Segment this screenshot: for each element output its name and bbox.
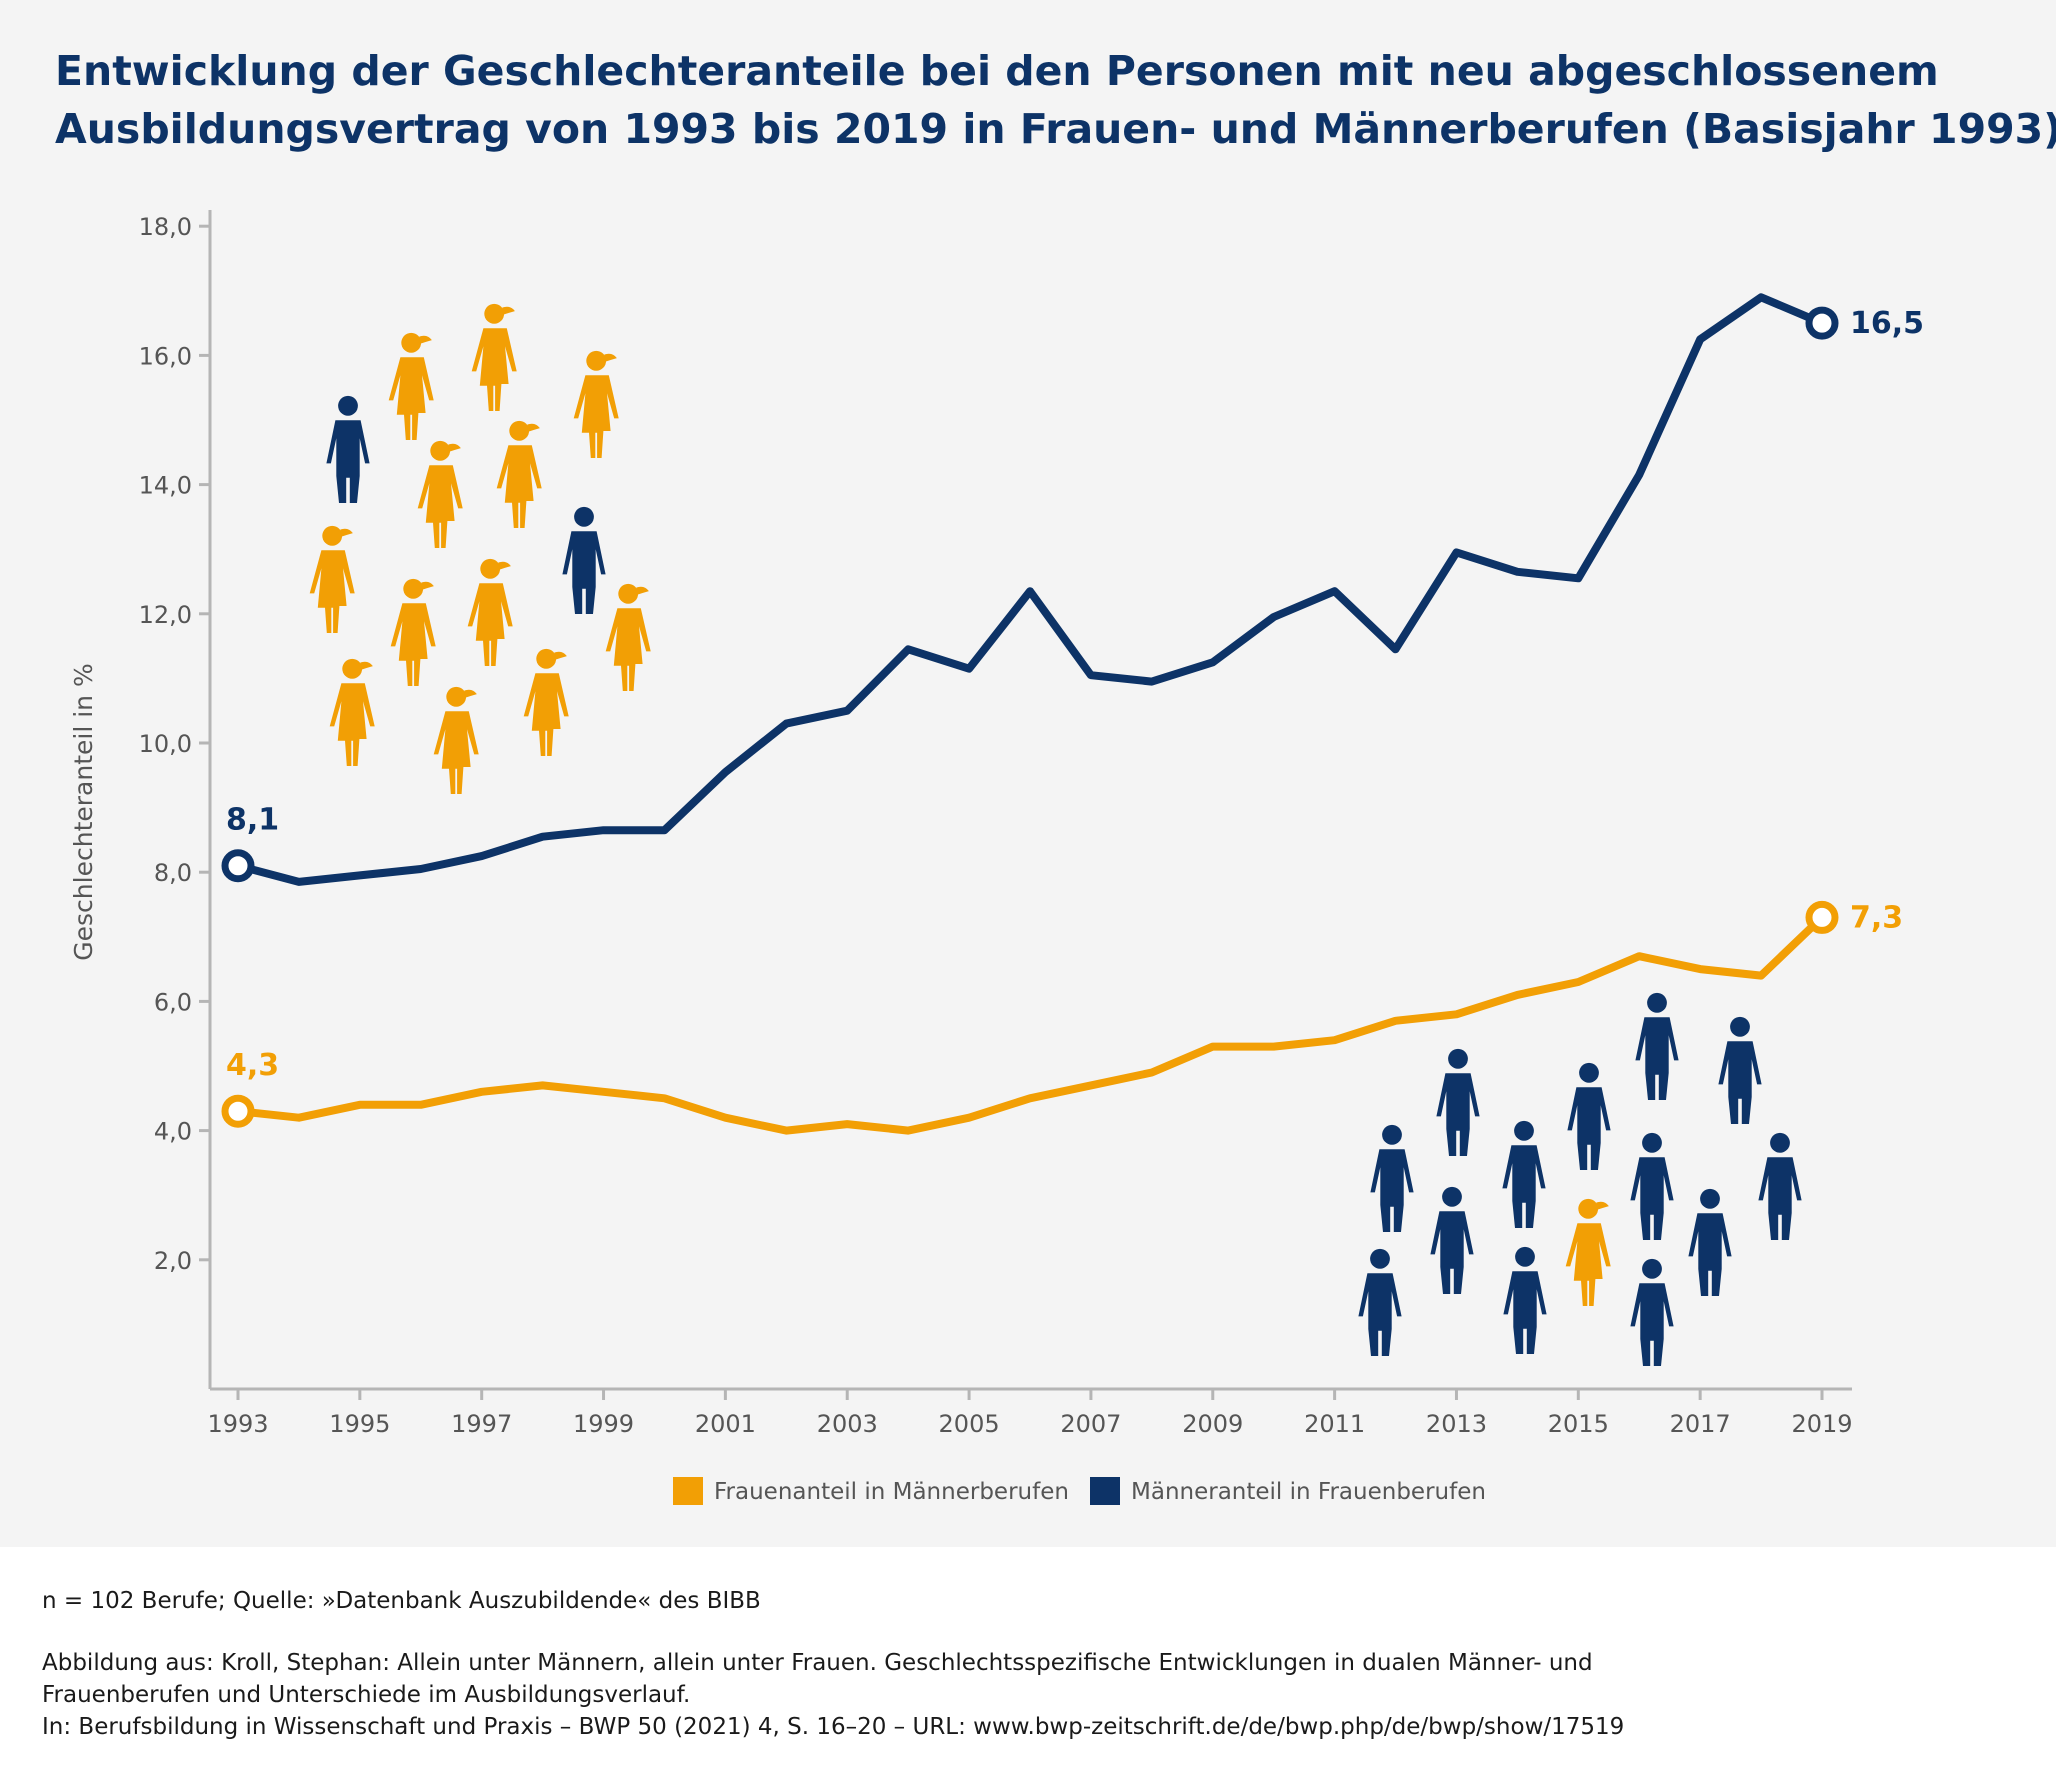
woman-figure-icon xyxy=(390,578,436,686)
x-tick-label: 2003 xyxy=(817,1410,878,1438)
x-tick-label: 1995 xyxy=(329,1410,390,1438)
man-figure-icon xyxy=(1758,1132,1802,1240)
man-figure-icon xyxy=(1567,1062,1611,1170)
y-tick-label: 4,0 xyxy=(154,1118,192,1146)
end-point-frauenanteil xyxy=(1805,900,1839,934)
woman-figure-icon xyxy=(573,350,619,458)
x-tick-label: 2017 xyxy=(1670,1410,1731,1438)
woman-figure-icon xyxy=(417,440,463,548)
man-figure-icon xyxy=(1630,1132,1674,1240)
x-tick-label: 2013 xyxy=(1426,1410,1487,1438)
x-tick-label: 2011 xyxy=(1304,1410,1365,1438)
man-figure-icon xyxy=(562,506,606,614)
x-tick-label: 1997 xyxy=(451,1410,512,1438)
woman-figure-icon xyxy=(496,420,542,528)
y-axis: 2,0 4,0 6,0 8,0 10,0 12,0 14,0 16,0 18,0 xyxy=(139,210,212,1389)
start-point-frauenanteil xyxy=(221,1094,255,1128)
series-group xyxy=(221,293,1839,1135)
y-tick-label: 6,0 xyxy=(154,988,192,1016)
x-axis: 1993 1995 1997 1999 2001 2003 2005 2007 2009 2011… xyxy=(207,1387,1853,1438)
x-tick-label: 2009 xyxy=(1182,1410,1243,1438)
man-figure-icon xyxy=(1358,1248,1402,1356)
woman-figure-icon xyxy=(523,648,569,756)
man-figure-icon xyxy=(1370,1124,1414,1232)
series-line-frauenanteil xyxy=(234,913,1826,1135)
title-line-2: Ausbildungsvertrag von 1993 bis 2019 in … xyxy=(55,105,2056,153)
citation-line-1: Abbildung aus: Kroll, Stephan: Allein un… xyxy=(42,1650,1593,1676)
x-tick-label: 1993 xyxy=(207,1410,268,1438)
x-tick-label: 2015 xyxy=(1548,1410,1609,1438)
start-label-frauenanteil: 4,3 xyxy=(226,1048,279,1083)
footer-note: n = 102 Berufe; Quelle: »Datenbank Auszu… xyxy=(42,1588,761,1614)
y-tick-label: 14,0 xyxy=(139,472,192,500)
y-tick-label: 12,0 xyxy=(139,601,192,629)
chart-title: Entwicklung der Geschlechteranteile bei … xyxy=(55,42,2056,158)
legend-label: Frauenanteil in Männerberufen xyxy=(714,1479,1069,1505)
end-label-frauenanteil: 7,3 xyxy=(1850,900,1903,935)
end-label-maenneranteil: 16,5 xyxy=(1850,306,1924,341)
line-chart: 2,04,06,08,010,012,014,016,018,0 1993 199… xyxy=(69,210,1924,1505)
man-figure-icon xyxy=(1503,1246,1547,1354)
x-tick-label: 1999 xyxy=(573,1410,634,1438)
citation-line-2: Frauenberufen und Unterschiede im Ausbil… xyxy=(42,1682,691,1708)
men-professions-figures-icon xyxy=(1358,992,1802,1366)
legend-swatch xyxy=(673,1477,703,1505)
title-line-1: Entwicklung der Geschlechteranteile bei … xyxy=(55,47,1939,95)
legend-swatch xyxy=(1090,1477,1120,1505)
women-professions-figures-icon xyxy=(309,303,651,794)
woman-figure-icon xyxy=(471,303,517,411)
man-figure-icon xyxy=(1630,1258,1674,1366)
woman-figure-icon xyxy=(309,525,355,633)
man-figure-icon xyxy=(1688,1188,1732,1296)
y-tick-label: 10,0 xyxy=(139,730,192,758)
woman-figure-icon xyxy=(329,658,375,766)
woman-figure-icon xyxy=(467,558,513,666)
man-figure-icon xyxy=(1635,992,1679,1100)
woman-figure-icon xyxy=(388,332,434,440)
man-figure-icon xyxy=(1436,1048,1480,1156)
man-figure-icon xyxy=(1718,1016,1762,1124)
start-point-maenneranteil xyxy=(221,849,255,883)
footer: n = 102 Berufe; Quelle: »Datenbank Auszu… xyxy=(42,1585,2022,1743)
man-figure-icon xyxy=(1502,1120,1546,1228)
woman-figure-icon xyxy=(433,686,479,794)
x-tick-label: 2001 xyxy=(695,1410,756,1438)
y-tick-label: 8,0 xyxy=(154,859,192,887)
x-tick-label: 2019 xyxy=(1791,1410,1852,1438)
y-axis-label: Geschlechteranteil in % xyxy=(69,663,98,960)
y-tick-label: 16,0 xyxy=(139,342,192,370)
x-tick-label: 2005 xyxy=(939,1410,1000,1438)
woman-figure-icon xyxy=(1565,1198,1611,1306)
x-tick-label: 2007 xyxy=(1060,1410,1121,1438)
man-figure-icon xyxy=(1430,1186,1474,1294)
y-tick-label: 2,0 xyxy=(154,1247,192,1275)
man-figure-icon xyxy=(326,395,370,503)
start-label-maenneranteil: 8,1 xyxy=(226,803,279,838)
end-point-maenneranteil xyxy=(1805,306,1839,340)
legend-label: Männeranteil in Frauenberufen xyxy=(1131,1479,1486,1505)
series-line-maenneranteil xyxy=(234,293,1826,886)
legend: Frauenanteil in Männerberufen Männerantei… xyxy=(673,1477,1486,1505)
value-labels: 8,1 16,5 4,3 7,3 xyxy=(226,306,1924,1083)
citation-line-3: In: Berufsbildung in Wissenschaft und Pr… xyxy=(42,1714,1625,1740)
woman-figure-icon xyxy=(605,583,651,691)
y-tick-label: 18,0 xyxy=(139,213,192,241)
